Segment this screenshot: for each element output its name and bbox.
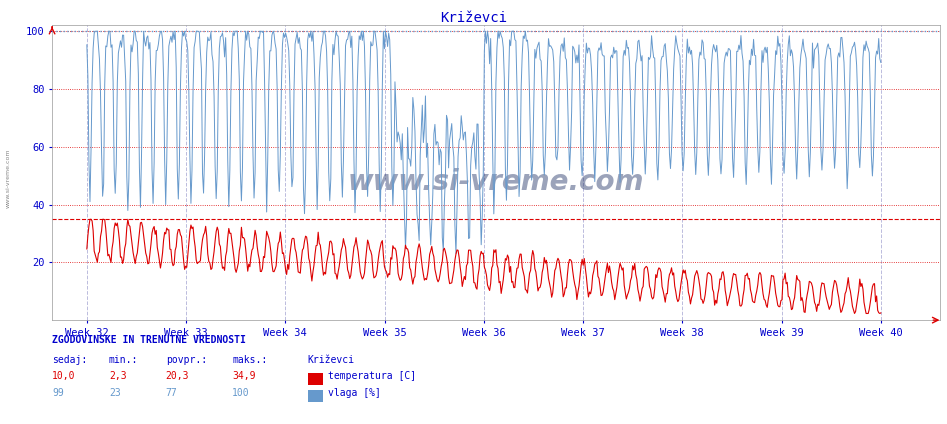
Text: min.:: min.: xyxy=(109,354,138,365)
Text: 77: 77 xyxy=(166,388,177,399)
Text: Križevci: Križevci xyxy=(308,354,355,365)
Text: 99: 99 xyxy=(52,388,63,399)
Text: sedaj:: sedaj: xyxy=(52,354,87,365)
Text: temperatura [C]: temperatura [C] xyxy=(328,371,416,382)
Text: 34,9: 34,9 xyxy=(232,371,256,382)
Text: www.si-vreme.com: www.si-vreme.com xyxy=(348,167,645,195)
Text: www.si-vreme.com: www.si-vreme.com xyxy=(6,148,11,208)
Text: 100: 100 xyxy=(232,388,250,399)
Text: 2,3: 2,3 xyxy=(109,371,127,382)
Text: vlaga [%]: vlaga [%] xyxy=(328,388,381,399)
Text: Križevci: Križevci xyxy=(440,11,507,25)
Text: 23: 23 xyxy=(109,388,120,399)
Text: povpr.:: povpr.: xyxy=(166,354,206,365)
Text: ZGODOVINSKE IN TRENUTNE VREDNOSTI: ZGODOVINSKE IN TRENUTNE VREDNOSTI xyxy=(52,335,246,346)
Text: 10,0: 10,0 xyxy=(52,371,76,382)
Text: 20,3: 20,3 xyxy=(166,371,189,382)
Text: maks.:: maks.: xyxy=(232,354,267,365)
